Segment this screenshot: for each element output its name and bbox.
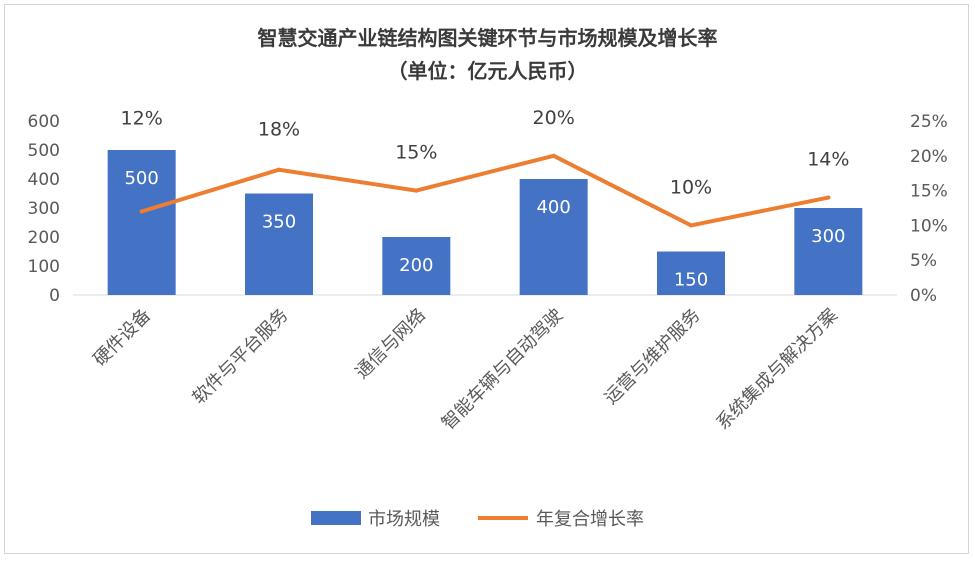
x-category-label: 软件与平台服务 <box>189 305 293 409</box>
growth-rate-label: 18% <box>258 119 300 141</box>
legend-label-bar: 市场规模 <box>368 509 440 530</box>
bar-1 <box>245 193 313 295</box>
bar-5 <box>794 208 863 295</box>
legend-swatch-bar <box>311 511 361 525</box>
y-left-tick-label: 0 <box>49 286 60 306</box>
y-left-tick-label: 300 <box>28 199 60 219</box>
bar-2 <box>382 237 451 295</box>
bar-4 <box>657 251 725 295</box>
y-right-tick-label: 0% <box>910 286 937 306</box>
growth-rate-point-2 <box>414 188 419 193</box>
bar-value-label: 500 <box>124 168 158 189</box>
legend-label-line: 年复合增长率 <box>536 509 644 530</box>
y-left-tick-label: 600 <box>28 112 60 132</box>
growth-rate-point-1 <box>277 167 281 172</box>
y-left-tick-label: 500 <box>28 141 60 161</box>
y-right-tick-label: 15% <box>910 182 948 202</box>
growth-rate-point-5 <box>826 195 831 200</box>
growth-rate-point-0 <box>139 209 144 214</box>
x-category-label: 智能车辆与自动驾驶 <box>438 305 567 434</box>
x-category-label: 运营与维护服务 <box>601 305 705 409</box>
bar-value-label: 300 <box>811 226 845 247</box>
growth-rate-label: 12% <box>121 107 163 129</box>
growth-rate-label: 14% <box>807 149 849 171</box>
y-left-tick-label: 200 <box>28 228 60 248</box>
chart-subtitle: （单位：亿元人民币） <box>387 59 588 83</box>
growth-rate-label: 15% <box>395 142 437 164</box>
bar-0 <box>107 150 176 295</box>
y-right-tick-label: 25% <box>910 112 948 132</box>
y-right-tick-label: 20% <box>910 147 948 167</box>
growth-rate-label: 10% <box>670 176 712 198</box>
bar-value-label: 400 <box>536 197 570 218</box>
x-category-label: 通信与网络 <box>351 305 429 383</box>
y-left-tick-label: 400 <box>28 170 60 190</box>
bar-3 <box>519 179 588 295</box>
growth-rate-point-4 <box>689 223 693 228</box>
growth-rate-label: 20% <box>533 107 575 129</box>
growth-rate-point-3 <box>551 153 556 158</box>
bar-value-label: 150 <box>674 270 708 291</box>
bar-value-label: 200 <box>399 255 433 276</box>
x-category-label: 硬件设备 <box>89 305 155 371</box>
bar-value-label: 350 <box>262 212 296 233</box>
y-left-tick-label: 100 <box>28 257 60 277</box>
x-category-label: 系统集成与解决方案 <box>712 305 841 434</box>
y-right-tick-label: 10% <box>910 216 948 236</box>
chart-title: 智慧交通产业链结构图关键环节与市场规模及增长率 <box>257 26 718 50</box>
y-right-tick-label: 5% <box>910 251 937 271</box>
growth-rate-line <box>139 153 831 228</box>
